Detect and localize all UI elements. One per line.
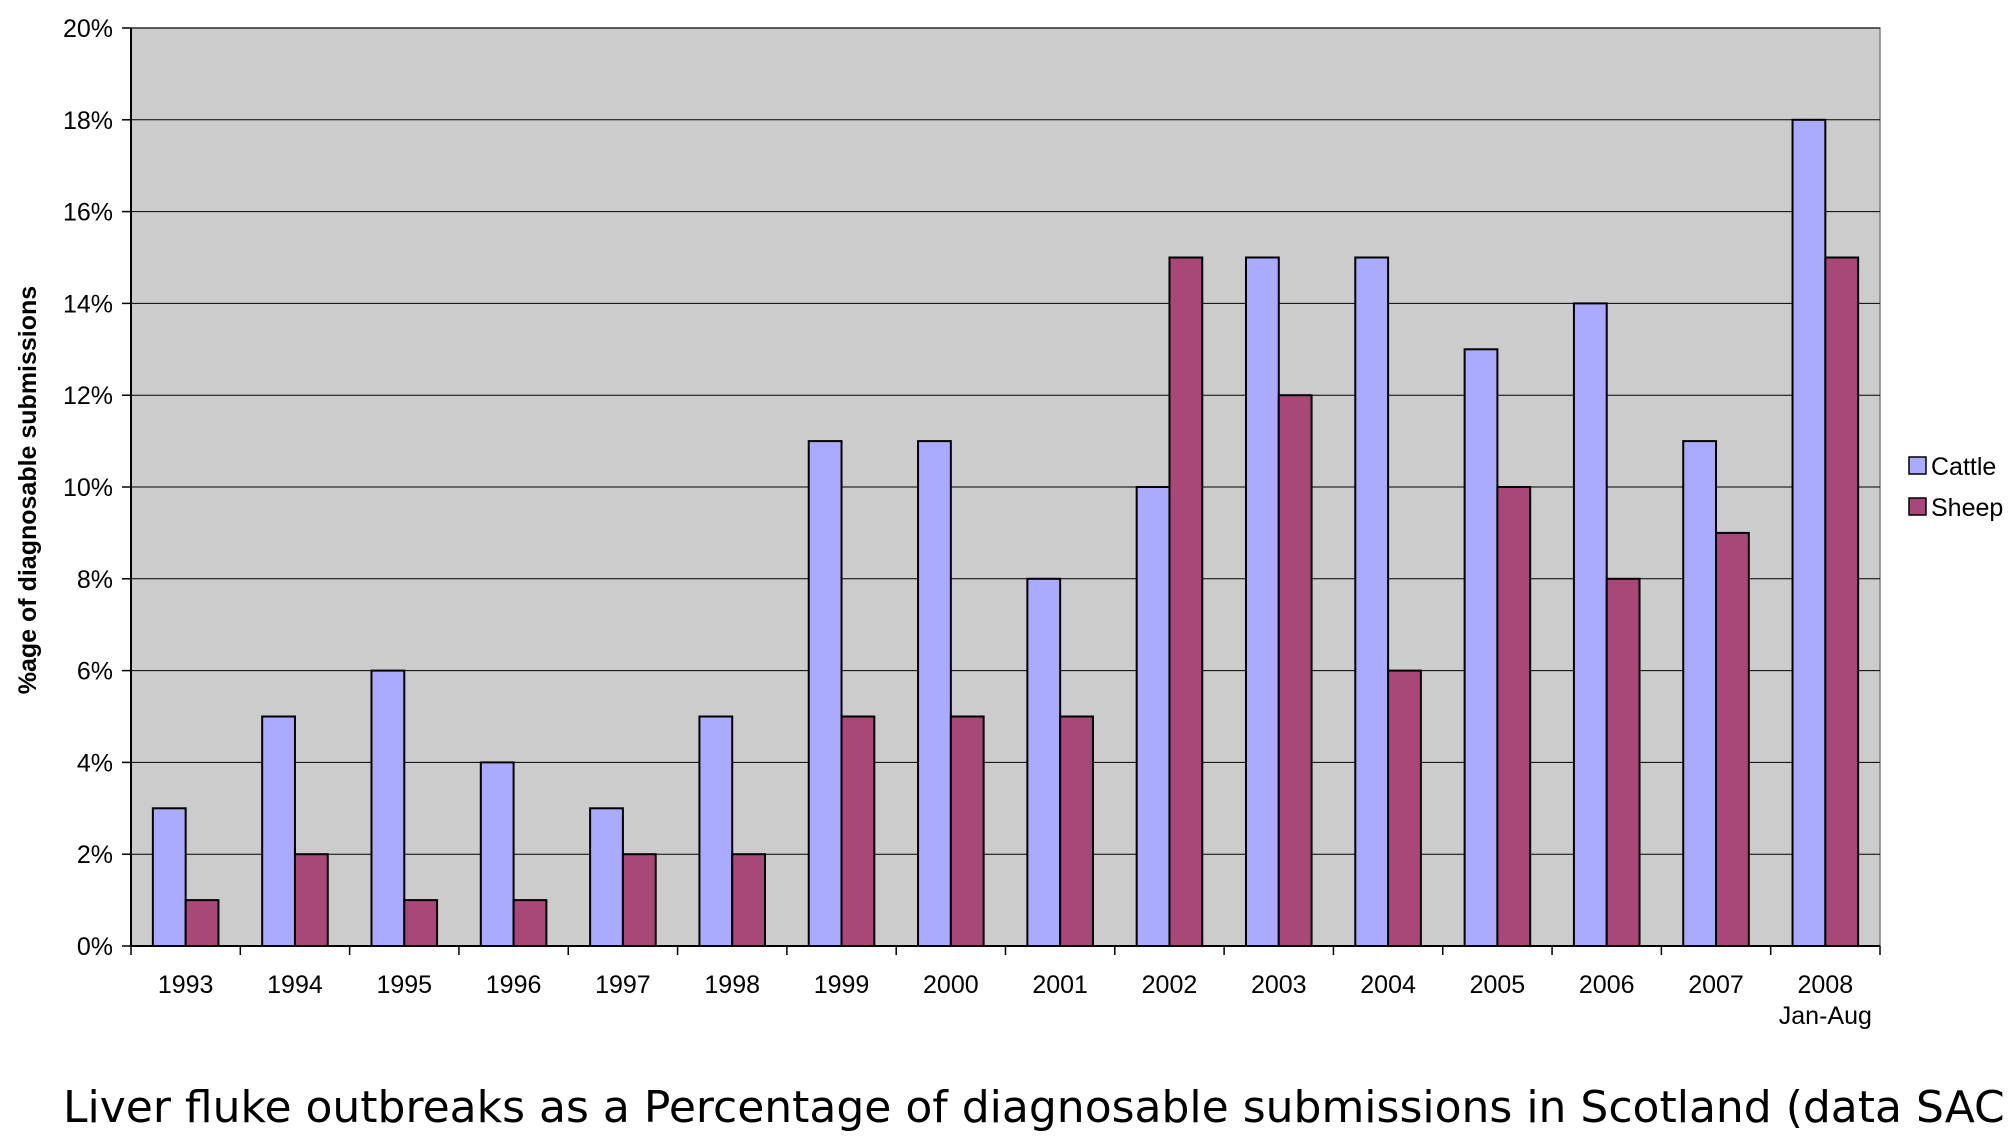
bar-sheep-1994: [293, 853, 329, 948]
axes: [122, 27, 1881, 955]
x-tick-sublabel: Jan-Aug: [1779, 1002, 1872, 1030]
legend-swatch-cattle: [1908, 456, 1927, 475]
y-tick-label: 8%: [77, 566, 113, 594]
y-tick-label: 14%: [63, 290, 113, 318]
bar-sheep-2007: [1715, 531, 1750, 948]
bar-sheep-1998: [731, 853, 767, 948]
x-tick-label: 1994: [267, 971, 323, 999]
bar-cattle-2001: [1026, 577, 1062, 947]
bar-cattle-2002: [1135, 486, 1171, 947]
x-tick-label: 2002: [1142, 971, 1198, 999]
y-tick-label: 2%: [77, 841, 113, 869]
x-tick-labels: 1993 1994 1995 1996 1997 1998 1999 2000 2001 2002…: [158, 971, 1872, 1030]
x-tick-label: 2004: [1360, 971, 1416, 999]
bar-sheep-2002: [1168, 256, 1204, 947]
bar-sheep-1999: [840, 715, 876, 947]
y-tick-label: 10%: [63, 474, 113, 502]
y-tick-label: 18%: [63, 107, 113, 135]
bar-sheep-2008: [1824, 256, 1860, 947]
x-tick-label: 2005: [1470, 971, 1526, 999]
bar-sheep-2001: [1059, 715, 1094, 947]
y-tick-label: 16%: [63, 199, 113, 227]
bar-sheep-2004: [1387, 669, 1422, 947]
x-tick-label: 2006: [1579, 971, 1635, 999]
bar-sheep-1993: [184, 899, 220, 947]
x-tick-label: 1996: [486, 971, 542, 999]
y-axis-title: %age of diagnosable submissions: [14, 286, 42, 694]
bar-cattle-2005: [1463, 348, 1499, 947]
y-tick-label: 0%: [77, 933, 113, 961]
bar-sheep-2003: [1277, 394, 1313, 947]
y-tick-label: 20%: [63, 15, 113, 43]
bar-cattle-2007: [1682, 440, 1718, 947]
bar-sheep-1995: [403, 899, 439, 947]
x-tick-label: 2007: [1688, 971, 1744, 999]
bar-cattle-2006: [1572, 302, 1608, 947]
bar-cattle-1996: [479, 761, 515, 948]
bar-cattle-1994: [261, 715, 296, 947]
bar-cattle-1995: [370, 669, 406, 947]
x-tick-label: 2003: [1251, 971, 1307, 999]
bar-sheep-2000: [949, 715, 985, 947]
bar-sheep-1997: [621, 853, 657, 948]
bar-sheep-2006: [1605, 577, 1641, 947]
legend: Cattle Sheep: [1908, 453, 2003, 522]
x-tick-label: 1997: [595, 971, 651, 999]
x-tick-label: 1999: [814, 971, 870, 999]
x-tick-label: 2008: [1798, 971, 1854, 999]
bar-cattle-2003: [1244, 256, 1280, 947]
bar-sheep-2005: [1496, 486, 1532, 947]
y-tick-label: 6%: [77, 658, 113, 686]
x-tick-label: 1998: [704, 971, 760, 999]
bar-cattle-2004: [1354, 256, 1390, 947]
x-tick-label: 2000: [923, 971, 979, 999]
bar-cattle-1999: [807, 440, 843, 947]
y-tick-labels: 0% 2% 4% 6% 8% 10% 12% 14% 16% 18% 20%: [63, 15, 113, 961]
bar-cattle-2000: [917, 440, 952, 947]
y-tick-label: 12%: [63, 382, 113, 410]
legend-label-cattle: Cattle: [1931, 453, 1996, 481]
bar-cattle-1993: [151, 807, 187, 947]
bar-cattle-1997: [589, 807, 624, 947]
legend-swatch-sheep: [1908, 497, 1927, 516]
chart-title: Liver fluke outbreaks as a Percentage of…: [63, 1082, 2011, 1133]
legend-label-sheep: Sheep: [1931, 494, 2003, 522]
x-tick-label: 1995: [376, 971, 432, 999]
y-tick-label: 4%: [77, 749, 113, 777]
bar-cattle-1998: [698, 715, 734, 947]
x-tick-label: 1993: [158, 971, 214, 999]
bar-sheep-1996: [512, 899, 548, 947]
bar-cattle-2008: [1791, 118, 1827, 948]
x-tick-label: 2001: [1032, 971, 1088, 999]
